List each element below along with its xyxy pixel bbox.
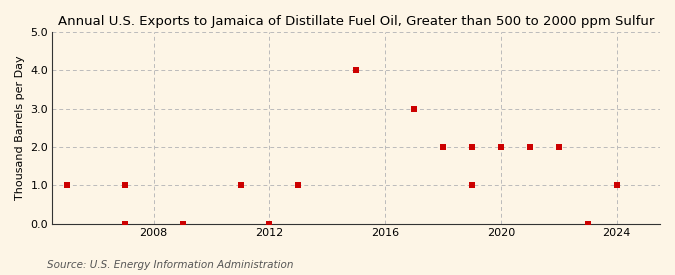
Point [351,68,362,73]
Point [583,222,593,226]
Point [119,183,130,188]
Point [437,145,448,149]
Point [293,183,304,188]
Point [235,183,246,188]
Point [178,222,188,226]
Point [611,183,622,188]
Point [119,222,130,226]
Point [524,145,535,149]
Point [466,145,477,149]
Point [554,145,564,149]
Title: Annual U.S. Exports to Jamaica of Distillate Fuel Oil, Greater than 500 to 2000 : Annual U.S. Exports to Jamaica of Distil… [58,15,655,28]
Point [61,183,72,188]
Text: Source: U.S. Energy Information Administration: Source: U.S. Energy Information Administ… [47,260,294,270]
Point [408,106,419,111]
Y-axis label: Thousand Barrels per Day: Thousand Barrels per Day [15,56,25,200]
Point [495,145,506,149]
Point [466,183,477,188]
Point [264,222,275,226]
